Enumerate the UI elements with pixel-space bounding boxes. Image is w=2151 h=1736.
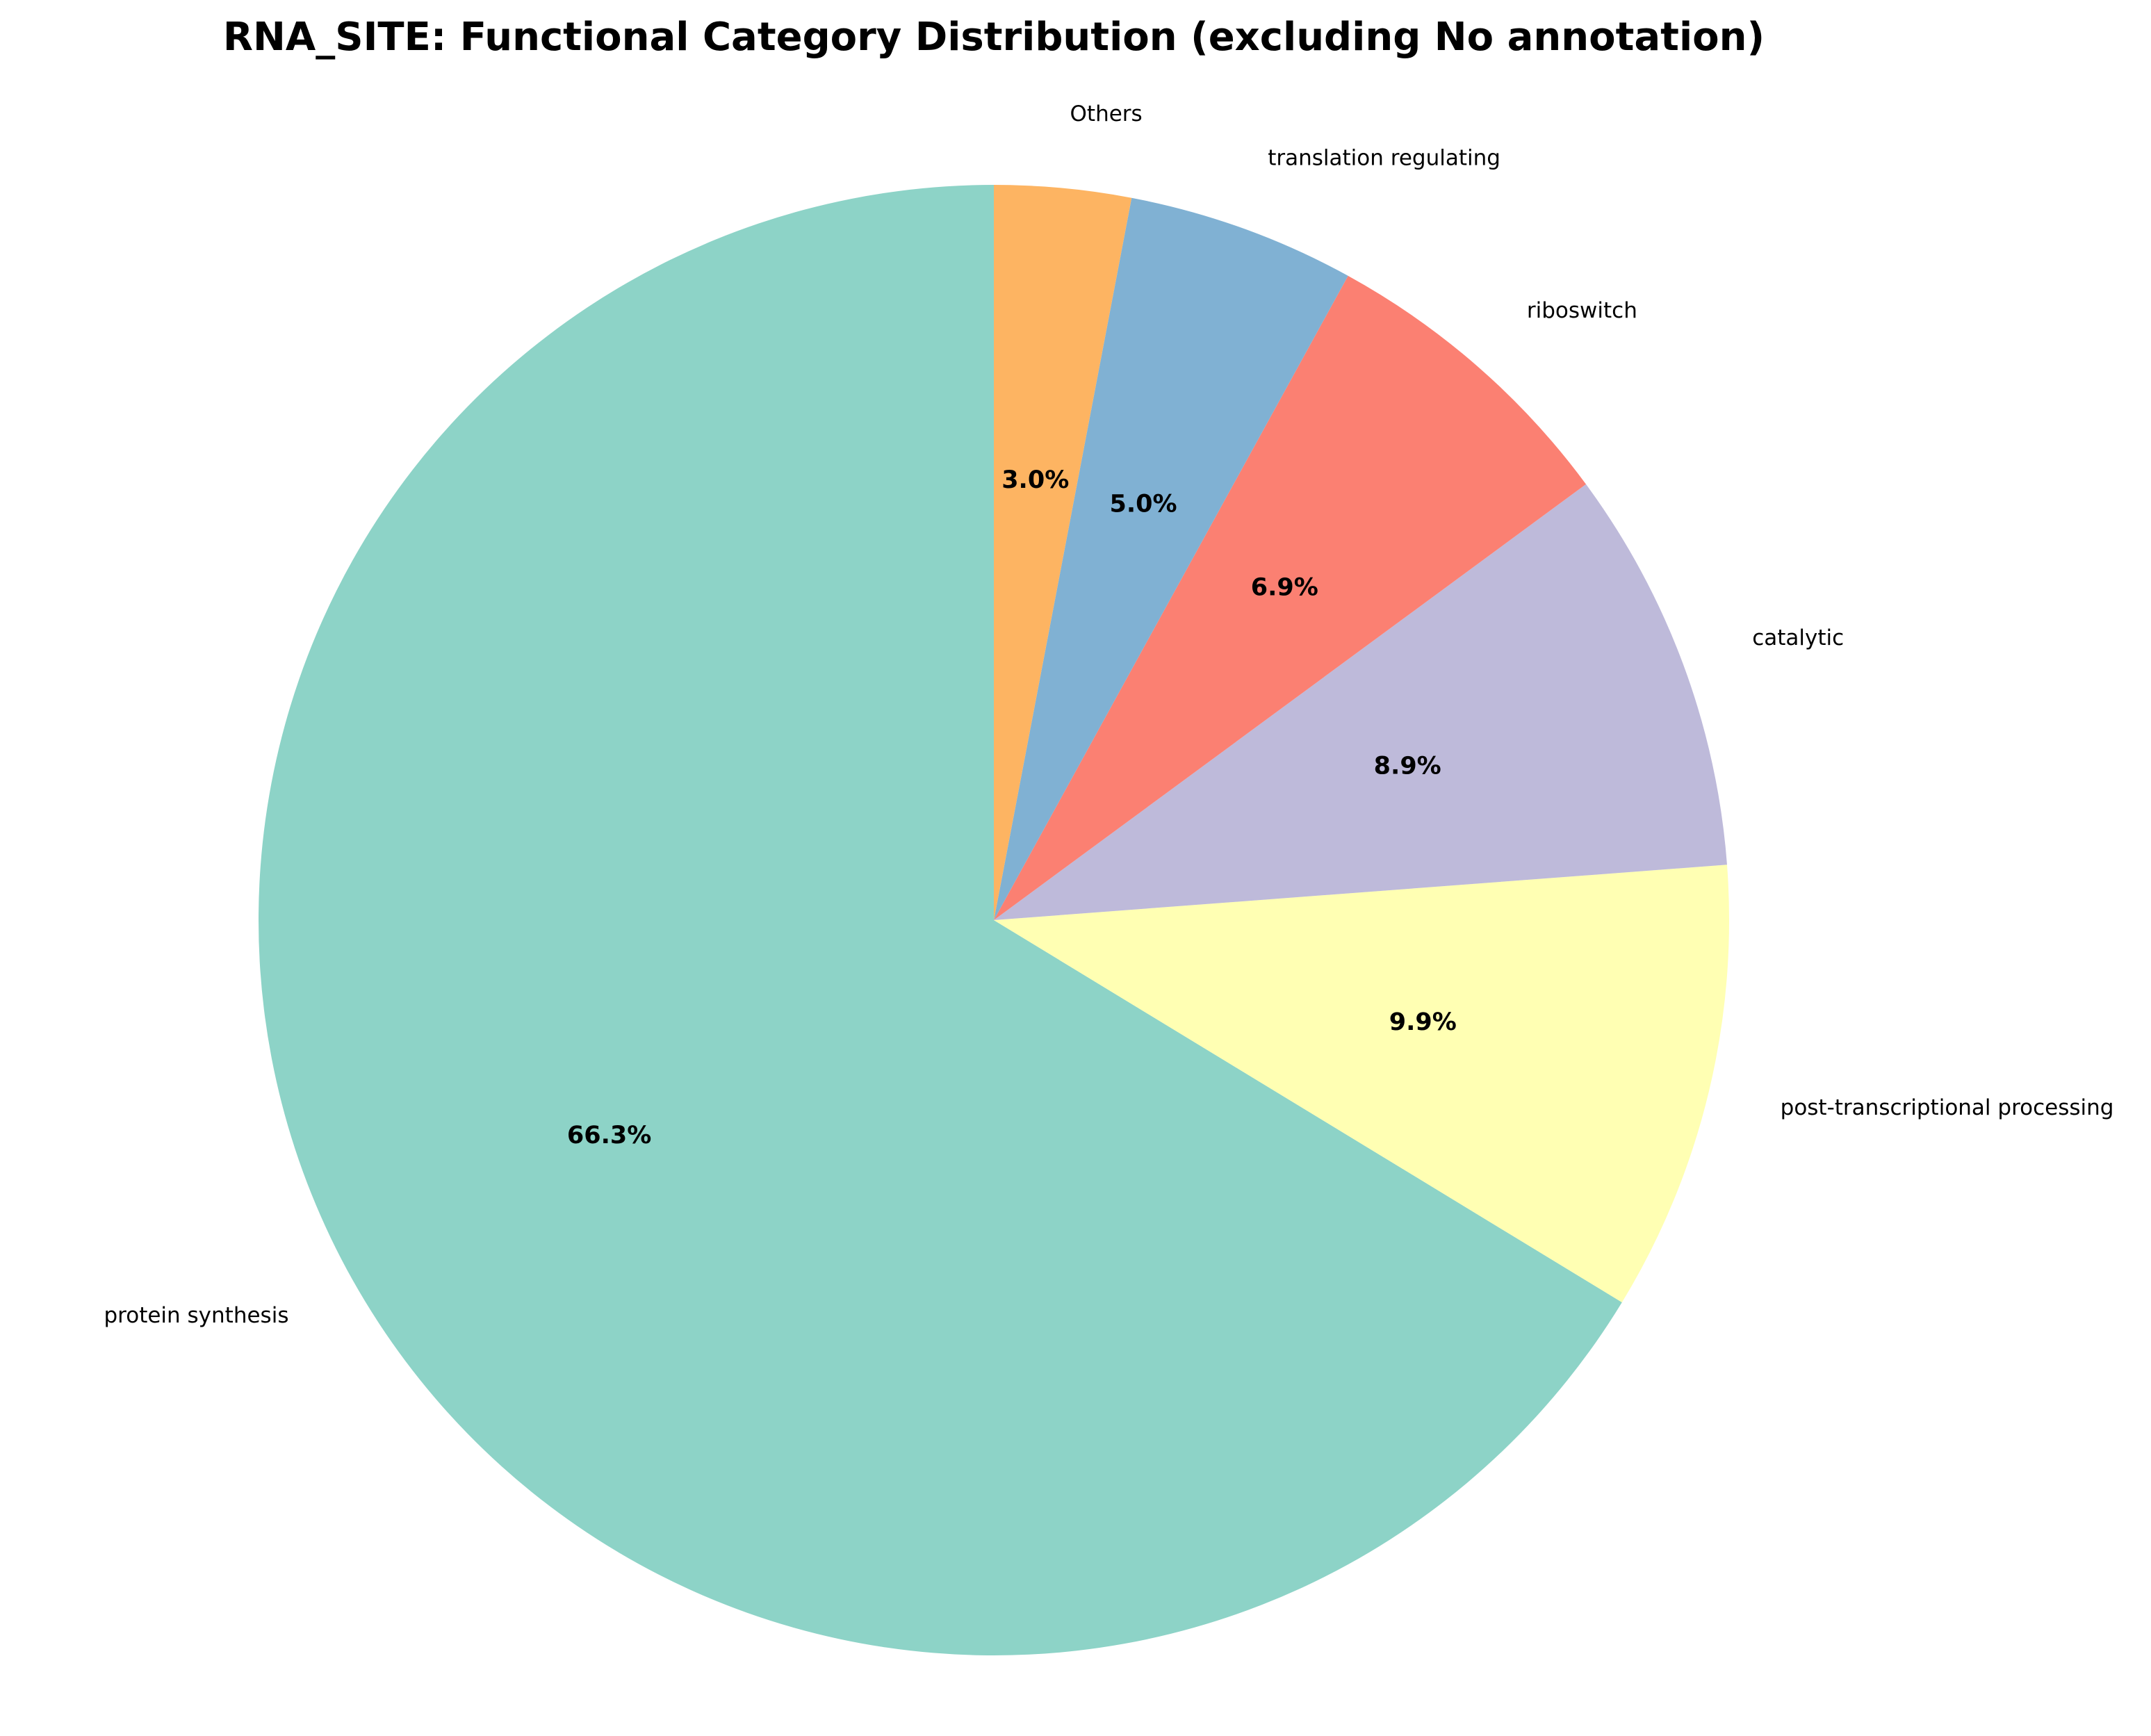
pie-slice-riboswitch [994,275,1587,920]
pct-label-catalytic: 8.9% [1374,752,1441,780]
chart-title: RNA_SITE: Functional Category Distributi… [223,15,1765,60]
slice-label-translation-regulating: translation regulating [1268,146,1500,171]
slice-label-protein-synthesis: protein synthesis [104,1303,288,1328]
pie-slice-post-transcriptional-processing [994,865,1729,1302]
pct-label-translation-regulating: 5.0% [1109,491,1177,518]
slice-labels: protein synthesis post-transcriptional pr… [104,101,2113,1328]
pct-label-protein-synthesis: 66.3% [567,1122,651,1149]
slice-label-riboswitch: riboswitch [1527,298,1637,323]
pie-slice-protein-synthesis [259,185,1622,1655]
percentage-labels: 66.3% 9.9% 8.9% 6.9% 5.0% 3.0% [567,466,1457,1149]
pie-slice-translation-regulating [994,197,1348,920]
pct-label-others: 3.0% [1001,466,1069,494]
pct-label-post-transcriptional-processing: 9.9% [1389,1008,1457,1036]
slice-label-catalytic: catalytic [1752,625,1844,650]
pie-slices [259,185,1729,1655]
pie-slice-others [994,185,1132,920]
slice-label-others: Others [1070,101,1143,126]
slice-label-post-transcriptional-processing: post-transcriptional processing [1781,1095,2114,1120]
pct-label-riboswitch: 6.9% [1251,574,1318,602]
pie-slice-catalytic [994,484,1727,920]
